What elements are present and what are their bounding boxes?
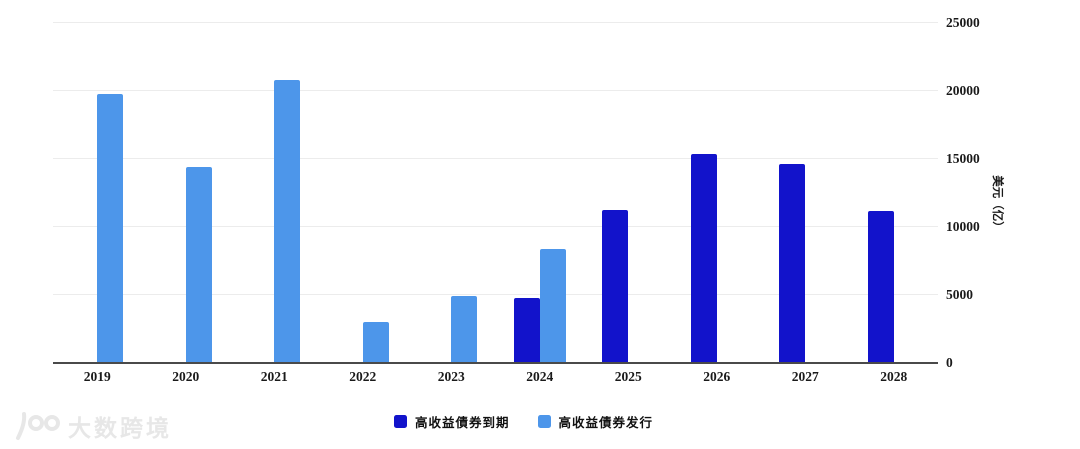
x-axis-line xyxy=(53,362,938,364)
x-tick-label-2022: 2022 xyxy=(349,369,377,384)
x-tick-label-2024: 2024 xyxy=(526,369,554,384)
bar-2025-maturity[interactable] xyxy=(602,210,629,363)
bar-2027-maturity[interactable] xyxy=(779,164,806,363)
y-tick-label: 25000 xyxy=(946,15,980,30)
bar-2024-issuance[interactable] xyxy=(539,248,566,363)
y-axis-title: 美元（亿） xyxy=(991,175,1003,233)
legend-label-maturity: 高收益債券到期 xyxy=(414,416,510,430)
y-tick-label: 0 xyxy=(946,355,953,370)
bar-2019-issuance[interactable] xyxy=(97,93,124,363)
x-tick-label-2021: 2021 xyxy=(260,369,288,384)
x-tick-label-2019: 2019 xyxy=(83,369,111,384)
legend-item-issuance[interactable]: 高收益債券发行 xyxy=(537,412,654,431)
x-tick-label-2025: 2025 xyxy=(614,369,642,384)
gridline xyxy=(53,158,938,159)
bar-2026-maturity[interactable] xyxy=(690,153,717,363)
y-tick-label: 5000 xyxy=(946,287,973,302)
x-tick-label-2027: 2027 xyxy=(791,369,819,384)
legend-swatch-issuance-icon xyxy=(537,415,551,428)
bar-2028-maturity[interactable] xyxy=(867,210,894,363)
gridline xyxy=(53,90,938,91)
watermark: 大数跨境 xyxy=(12,409,172,443)
plot-area xyxy=(53,22,938,364)
legend-label-issuance: 高收益債券发行 xyxy=(558,416,654,430)
x-tick-label-2028: 2028 xyxy=(880,369,908,384)
gridline xyxy=(53,294,938,295)
x-tick-label-2020: 2020 xyxy=(172,369,200,384)
legend-swatch-maturity-icon xyxy=(393,415,407,428)
legend-item-maturity[interactable]: 高收益債券到期 xyxy=(393,412,510,431)
watermark-logo-icon xyxy=(16,412,60,440)
x-tick-label-2023: 2023 xyxy=(437,369,465,384)
y-tick-label: 20000 xyxy=(946,83,980,98)
legend: 高收益債券到期 高收益債券发行 xyxy=(0,412,1047,431)
bar-2022-issuance[interactable] xyxy=(362,322,389,363)
y-tick-label: 10000 xyxy=(946,219,980,234)
bar-2021-issuance[interactable] xyxy=(274,80,301,363)
bar-2024-maturity[interactable] xyxy=(513,297,540,363)
bar-2020-issuance[interactable] xyxy=(185,167,212,363)
gridline xyxy=(53,22,938,23)
bar-2023-issuance[interactable] xyxy=(451,296,478,363)
gridline xyxy=(53,226,938,227)
watermark-text: 大数跨境 xyxy=(68,415,172,441)
y-tick-label: 15000 xyxy=(946,151,980,166)
x-tick-label-2026: 2026 xyxy=(703,369,731,384)
